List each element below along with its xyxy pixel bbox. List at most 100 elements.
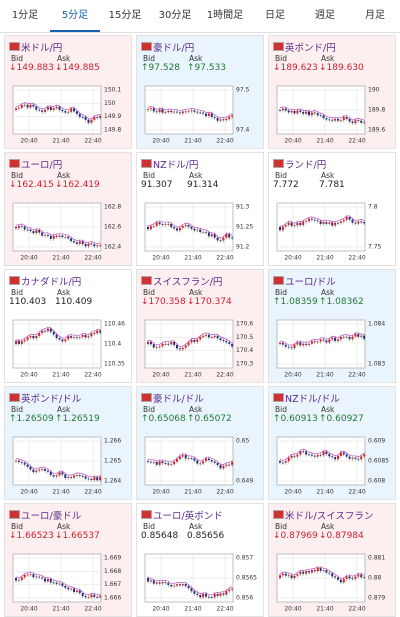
candle: [302, 111, 305, 114]
candle: [55, 235, 58, 237]
candle: [81, 475, 84, 477]
candle: [158, 461, 161, 465]
candle: [161, 224, 164, 225]
candle: [196, 339, 199, 342]
rate-card[interactable]: ユーロ/豪ドル Bid Ask ↓1.66523 ↓1.66537 1.669 1.668 1…: [4, 503, 132, 617]
chart-frame: [12, 85, 102, 135]
x-tick-label: 22:40: [216, 255, 233, 262]
rate-card[interactable]: NZドル/円 Bid Ask 91.307 91.314 91.3 91.25 91.2 20:…: [136, 152, 264, 266]
y-tick-label: 1.669: [104, 555, 121, 562]
candle: [213, 593, 216, 598]
chart-frame: [144, 85, 234, 135]
candle: [334, 457, 337, 460]
flag: [9, 393, 20, 402]
bid-value: ↑1.26509: [9, 414, 54, 424]
rate-card[interactable]: ユーロ/円 Bid Ask ↓162.415 ↓162.419 162.8 162.6 162…: [4, 152, 132, 266]
candle: [52, 108, 55, 110]
y-tick-label: 91.25: [236, 224, 253, 231]
tab[interactable]: 日足: [265, 10, 285, 21]
candle: [207, 596, 210, 598]
candle: [187, 458, 190, 459]
rate-card[interactable]: ランド/円 Bid Ask 7.772 7.781 7.8 7.75 20:40 21:40 22…: [268, 152, 396, 266]
candle: [17, 107, 20, 109]
flag: [141, 159, 152, 168]
ask-label: Ask: [189, 54, 203, 63]
candle: [299, 110, 302, 112]
tab[interactable]: 5分足: [50, 0, 100, 32]
rate-card[interactable]: 豪ドル/ドル Bid Ask ↑0.65068 ↑0.65072 0.65 0.649 20:…: [136, 386, 264, 500]
candle: [207, 232, 210, 237]
rate-card[interactable]: カナダドル/円 Bid Ask 110.403 110.409 110.46 110.4 11…: [4, 269, 132, 383]
rate-card[interactable]: スイスフラン/円 Bid Ask ↓170.358 ↓170.374 170.6 170.5…: [136, 269, 264, 383]
bid-label: Bid: [275, 171, 287, 180]
candle: [164, 463, 167, 464]
candle: [310, 570, 313, 573]
ask-label: Ask: [321, 405, 335, 414]
candle: [93, 244, 96, 247]
candle: [52, 331, 55, 335]
candle: [279, 227, 281, 231]
candle: [196, 229, 199, 231]
rate-card[interactable]: ユーロ/英ポンド Bid Ask 0.85648 0.85656 0.857 0.8565 0…: [136, 503, 264, 617]
candle: [196, 593, 199, 595]
candle: [228, 589, 231, 592]
candle: [199, 229, 202, 232]
candle: [319, 115, 322, 117]
candle: [351, 219, 354, 223]
tab[interactable]: 15分足: [108, 10, 142, 21]
tab[interactable]: 30分足: [158, 10, 192, 21]
candle: [58, 106, 61, 110]
candle: [302, 451, 305, 453]
candle: [305, 451, 308, 455]
candle: [181, 111, 184, 114]
candle: [337, 577, 339, 580]
x-tick-label: 20:40: [284, 372, 301, 379]
candle: [316, 568, 319, 572]
tab[interactable]: 月足: [365, 10, 385, 21]
candle: [339, 221, 342, 223]
candle: [190, 458, 193, 459]
candle: [170, 223, 173, 228]
moving-average: [147, 577, 233, 596]
candle: [67, 336, 70, 340]
rate-card[interactable]: 英ポンド/ドル Bid Ask ↑1.26509 ↑1.26519 1.266 1.265 1…: [4, 386, 132, 500]
rate-card[interactable]: ユーロ/ドル Bid Ask ↑1.08359 ↑1.08362 1.084 1.083 20…: [268, 269, 396, 383]
candle: [58, 235, 61, 237]
candle: [287, 110, 290, 113]
flag: [273, 159, 284, 168]
candle: [299, 451, 302, 455]
y-tick-label: 1.666: [104, 595, 121, 602]
y-tick-label: 91.3: [236, 204, 250, 211]
tab[interactable]: 週足: [315, 10, 335, 21]
rate-card[interactable]: 英ポンド/円 Bid Ask ↓189.623 ↓189.630 190 189.8 189.…: [268, 35, 396, 149]
candle: [279, 575, 281, 578]
candle: [345, 454, 348, 457]
tab[interactable]: 1分足: [11, 10, 39, 21]
candle: [322, 570, 325, 571]
candle: [46, 328, 49, 332]
y-tick-label: 149.9: [104, 113, 121, 120]
x-tick-label: 21:40: [316, 372, 333, 379]
candle: [184, 345, 187, 348]
candle: [325, 118, 328, 120]
y-tick-label: 170.5: [236, 334, 253, 341]
candle: [75, 474, 78, 476]
candle: [61, 109, 64, 112]
rate-card[interactable]: 米ドル/円 Bid Ask ↓149.883 ↓149.885 150.1 150 149.9…: [4, 35, 132, 149]
candle: [210, 337, 213, 338]
rate-card[interactable]: 米ドル/スイスフラン Bid Ask ↓0.87969 ↓0.87984 0.881 0.8…: [268, 503, 396, 617]
candle: [173, 585, 176, 587]
candle: [231, 462, 234, 465]
bid-value: ↓149.883: [9, 63, 54, 73]
pair-name: 米ドル/円: [21, 43, 63, 54]
candle: [81, 241, 84, 244]
x-tick-label: 21:40: [184, 138, 201, 145]
tab[interactable]: 1時間足: [206, 10, 244, 21]
candle: [17, 225, 20, 229]
rate-card[interactable]: 豪ドル/円 Bid Ask ↑97.528 ↑97.533 97.5 97.4 20:40 21…: [136, 35, 264, 149]
ask-value: 91.314: [187, 180, 219, 190]
candle: [290, 575, 293, 579]
candle: [310, 341, 313, 344]
candle: [199, 463, 202, 465]
rate-card[interactable]: NZドル/ドル Bid Ask ↑0.60913 ↑0.60927 0.609 0.6085…: [268, 386, 396, 500]
